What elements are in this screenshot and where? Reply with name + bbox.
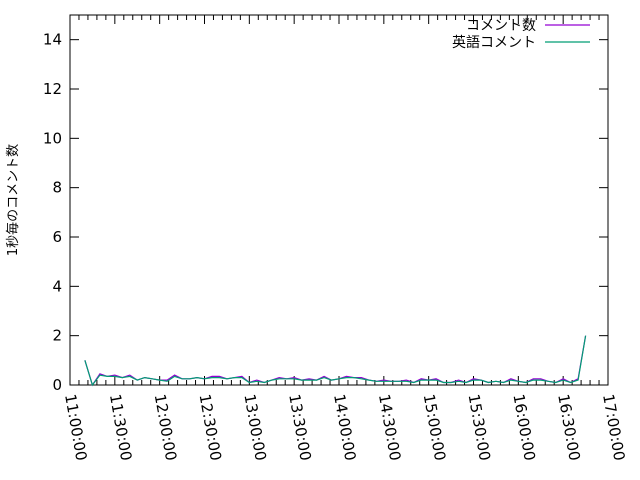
x-tick-label: 11:30:00 bbox=[106, 393, 135, 462]
series-line-1 bbox=[84, 335, 587, 387]
y-tick-label: 8 bbox=[52, 179, 62, 197]
legend-label: 英語コメント bbox=[452, 34, 536, 51]
y-tick-label: 10 bbox=[43, 129, 62, 147]
x-tick-label: 16:30:00 bbox=[554, 393, 583, 462]
x-tick-label: 11:00:00 bbox=[61, 393, 90, 462]
series-layer bbox=[84, 335, 587, 387]
x-tick-label: 14:30:00 bbox=[375, 393, 404, 462]
plot-frame bbox=[69, 14, 609, 386]
y-axis-label: 1秒毎のコメント数 bbox=[5, 144, 21, 256]
x-tick-label: 13:30:00 bbox=[285, 393, 314, 462]
y-tick-label: 0 bbox=[52, 376, 62, 394]
x-tick-label: 12:30:00 bbox=[196, 393, 225, 462]
x-tick-label: 13:00:00 bbox=[240, 393, 269, 462]
y-tick-label: 14 bbox=[43, 31, 62, 49]
x-tick-label: 16:00:00 bbox=[509, 393, 538, 462]
x-tick-label: 15:30:00 bbox=[465, 393, 494, 462]
y-tick-label: 2 bbox=[52, 327, 62, 345]
y-tick-label: 12 bbox=[43, 80, 62, 98]
x-tick-label: 12:00:00 bbox=[151, 393, 180, 462]
y-tick-label: 6 bbox=[52, 228, 62, 246]
y-tick-label: 4 bbox=[52, 277, 62, 295]
x-tick-label: 17:00:00 bbox=[599, 393, 628, 462]
axes: 0 2 4 6 8 10 12 14 11:00:00 11:30:00 12:00:00 12:30… bbox=[43, 14, 628, 462]
legend-label: コメント数 bbox=[466, 18, 536, 34]
x-tick-label: 15:00:00 bbox=[420, 393, 449, 462]
x-tick-label: 14:00:00 bbox=[330, 393, 359, 462]
